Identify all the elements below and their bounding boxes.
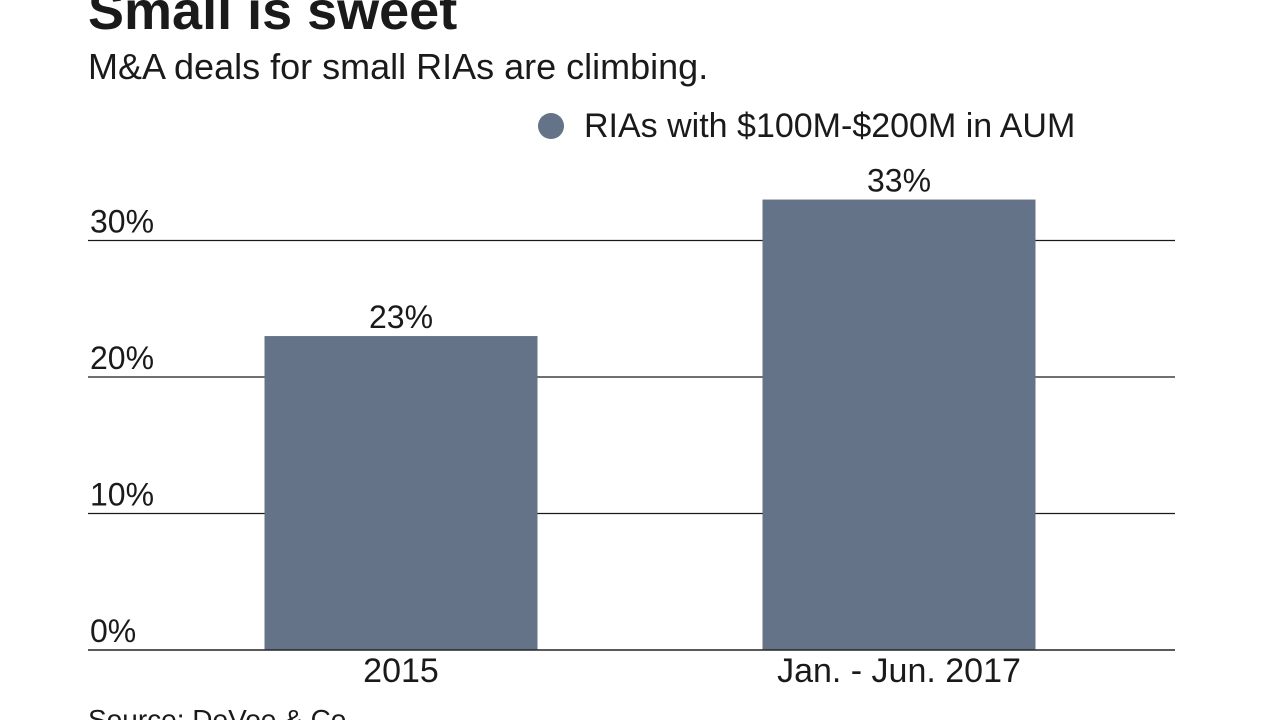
x-category-label: 2015 [363,652,439,690]
chart-legend: RIAs with $100M-$200M in AUM [538,106,1075,146]
y-tick-label: 10% [90,477,154,513]
source-note: Source: DeVoe & Co. [88,704,355,720]
bar-value-label: 33% [867,163,931,199]
bars [264,199,1036,651]
legend-label: RIAs with $100M-$200M in AUM [584,107,1076,145]
chart-subtitle: M&A deals for small RIAs are climbing. [88,46,709,87]
y-tick-label: 20% [90,340,154,376]
x-category-label: Jan. - Jun. 2017 [777,652,1021,690]
y-tick-label: 30% [90,204,154,240]
bar-value-label: 23% [369,299,433,335]
legend-swatch-icon [538,113,564,139]
labels: 0% 10% 20% 30% 23% 2015 33% Jan. - Jun. 2017 [88,163,1175,690]
chart-title: Small is sweet [88,0,458,41]
bar [264,336,538,650]
y-tick-label: 0% [90,613,136,649]
bar [762,199,1036,651]
